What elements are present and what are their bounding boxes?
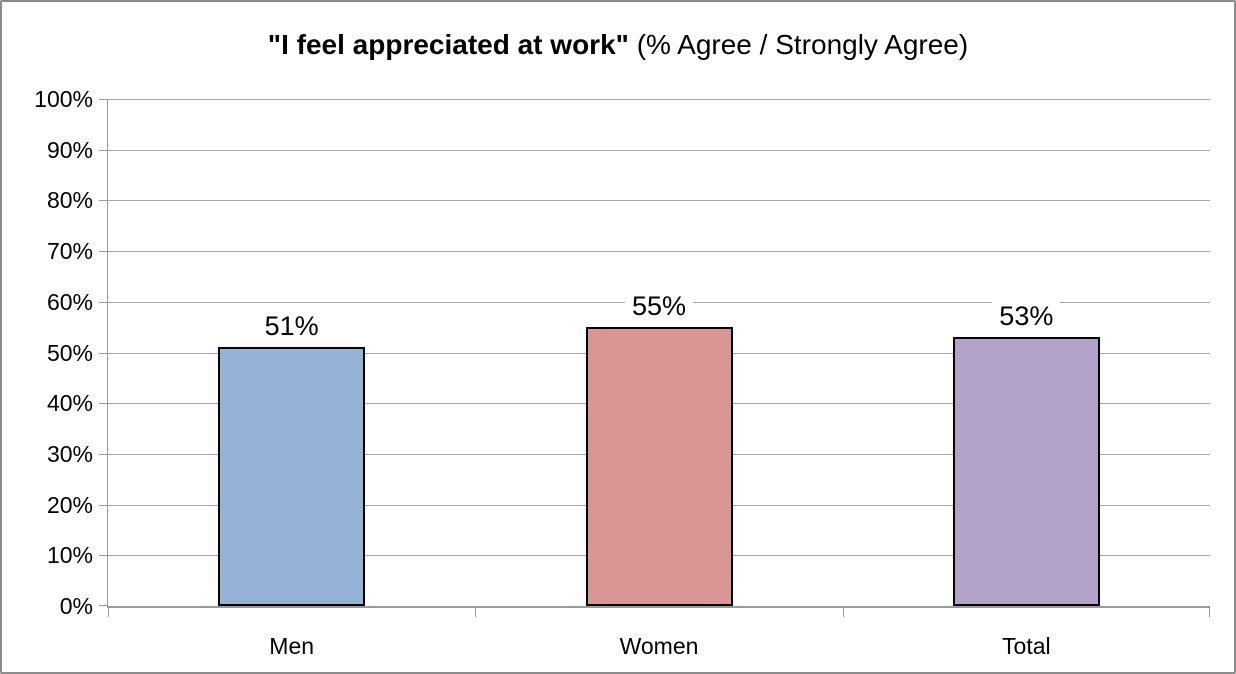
y-axis-tick-label: 30% [46, 440, 93, 467]
y-tick-mark [99, 352, 108, 354]
x-tick-mark [475, 606, 477, 617]
gridline-70 [108, 251, 1210, 253]
y-axis-tick-label: 20% [46, 491, 93, 518]
gridline-80 [108, 200, 1210, 202]
y-tick-mark [99, 504, 108, 506]
y-tick-mark [99, 403, 108, 405]
y-axis-tick-label: 80% [46, 187, 93, 214]
y-tick-mark [99, 301, 108, 303]
y-axis-tick-label: 0% [59, 593, 93, 619]
chart-title-quote: "I feel appreciated at work" [267, 29, 629, 60]
y-tick-mark [99, 149, 108, 151]
y-axis-tick-label: 70% [46, 238, 93, 265]
gridline-100 [108, 99, 1210, 100]
x-tick-mark [108, 606, 109, 617]
y-tick-mark [99, 453, 108, 455]
data-label-women: 55% [624, 290, 694, 323]
y-tick-mark [99, 200, 108, 202]
x-tick-mark [1209, 606, 1210, 617]
y-axis-tick-label: 100% [34, 86, 93, 112]
chart-title-subtitle: (% Agree / Strongly Agree) [628, 29, 969, 60]
chart-title: "I feel appreciated at work" (% Agree / … [2, 26, 1234, 64]
category-label-total: Total [1002, 633, 1051, 659]
bar-women [585, 327, 733, 606]
bar-men [218, 347, 366, 606]
plot-area: 0% 10% 20% 30% 40% 50% 60% 70% 80% 90% 100% 51% Men 5… [34, 86, 1210, 659]
y-tick-mark [99, 99, 108, 100]
data-label-total: 53% [992, 300, 1061, 333]
x-tick-mark [842, 606, 844, 617]
category-label-men: Men [269, 633, 315, 659]
gridline-90 [108, 149, 1210, 151]
y-tick-mark [99, 555, 108, 557]
y-tick-mark [99, 605, 108, 606]
y-axis-tick-label: 60% [46, 288, 93, 315]
y-axis-tick-label: 50% [46, 339, 93, 366]
y-axis-tick-label: 90% [46, 136, 93, 163]
y-tick-mark [99, 251, 108, 253]
category-label-women: Women [619, 633, 699, 659]
y-axis-tick-label: 40% [46, 390, 93, 417]
y-axis-tick-label: 10% [46, 542, 93, 569]
data-label-men: 51% [257, 310, 326, 343]
bar-total [952, 337, 1100, 606]
